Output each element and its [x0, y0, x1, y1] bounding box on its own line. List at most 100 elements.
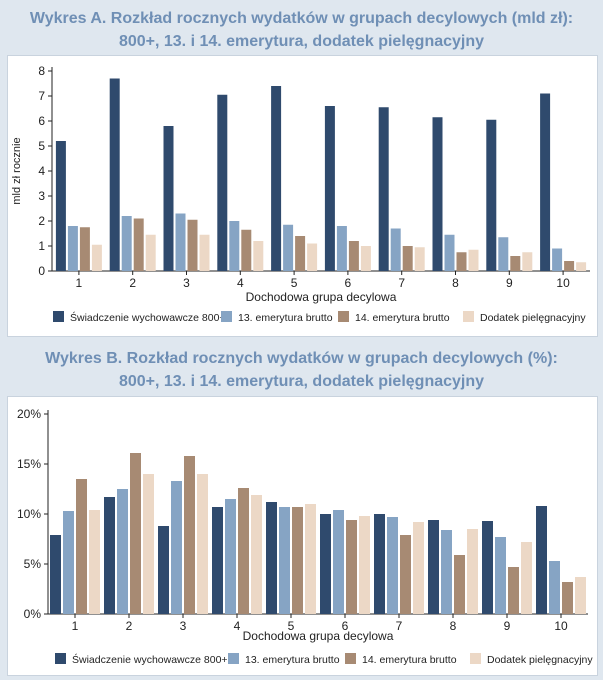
- bar-1-group-10: [540, 93, 551, 271]
- bar-2-group-7: [390, 228, 401, 271]
- bar-4-group-8: [467, 529, 478, 614]
- bar-3-group-5: [292, 507, 303, 614]
- y-tick-label: 10%: [17, 507, 41, 521]
- x-tick-label: 6: [345, 276, 352, 290]
- x-tick-label: 1: [76, 276, 83, 290]
- chart-b-title-line2: 800+, 13. i 14. emerytura, dodatek pielę…: [118, 373, 485, 390]
- bar-3-group-10: [564, 261, 575, 271]
- bar-4-group-10: [576, 262, 587, 271]
- bar-3-group-9: [508, 567, 519, 614]
- bar-1-group-6: [320, 514, 331, 614]
- bar-3-group-6: [348, 241, 359, 271]
- x-tick-label: 7: [396, 619, 403, 633]
- bar-4-group-3: [199, 234, 210, 271]
- bar-3-group-9: [510, 256, 521, 271]
- bar-4-group-2: [145, 234, 156, 271]
- x-tick-label: 9: [506, 276, 513, 290]
- y-tick-label: 6: [38, 114, 45, 128]
- legend-swatch-4: [463, 311, 474, 322]
- legend-swatch-1: [55, 653, 66, 664]
- bar-3-group-1: [76, 479, 87, 614]
- bar-3-group-1: [79, 227, 90, 271]
- bar-1-group-3: [158, 526, 169, 614]
- chart-b-title-line1: Wykres B. Rozkład rocznych wydatków w gr…: [45, 350, 558, 367]
- bar-2-group-2: [117, 489, 128, 614]
- bar-1-group-7: [374, 514, 385, 614]
- bar-4-group-9: [522, 252, 533, 271]
- bar-4-group-2: [143, 474, 154, 614]
- chart-a-title-line1: Wykres A. Rozkład rocznych wydatków w gr…: [29, 10, 574, 27]
- bar-1-group-5: [271, 86, 282, 271]
- bar-3-group-5: [295, 236, 306, 271]
- bar-3-group-8: [456, 252, 467, 271]
- bar-4-group-7: [413, 522, 424, 614]
- bar-1-group-1: [50, 535, 61, 614]
- bar-3-group-7: [400, 535, 411, 614]
- bar-1-group-4: [217, 94, 228, 271]
- legend-swatch-2: [228, 653, 239, 664]
- bar-1-group-2: [109, 78, 120, 271]
- y-tick-label: 3: [38, 189, 45, 203]
- bar-3-group-3: [184, 456, 195, 614]
- y-tick-label: 7: [38, 89, 45, 103]
- chart-a: 0 1 2 3 4 5 6 7 8 mld zł rocznie 1 2 3 4 5 6 7 8 9 10 Dochod…: [11, 64, 590, 324]
- x-tick-label: 2: [129, 276, 136, 290]
- bar-1-group-6: [324, 106, 335, 271]
- bar-2-group-1: [63, 511, 74, 614]
- legend-swatch-4: [470, 653, 481, 664]
- legend-swatch-3: [338, 311, 349, 322]
- y-tick-label: 5%: [24, 557, 42, 571]
- bar-1-group-3: [163, 126, 174, 271]
- chart-b: 0% 5% 10% 15% 20% 1 2 3 4 5 6 7 8 9 10 Dochodowa grupa …: [17, 407, 593, 666]
- x-tick-label: 5: [291, 276, 298, 290]
- y-axis-title: mld zł rocznie: [11, 137, 23, 204]
- legend-swatch-1: [53, 311, 64, 322]
- legend-label-4: Dodatek pielęgnacyjny: [480, 312, 586, 324]
- legend-label-4: Dodatek pielęgnacyjny: [487, 654, 593, 666]
- chart-a-title-line2: 800+, 13. i 14. emerytura, dodatek pielę…: [118, 33, 485, 50]
- bar-3-group-10: [562, 582, 573, 614]
- bar-2-group-8: [441, 530, 452, 614]
- bar-1-group-10: [536, 506, 547, 614]
- bar-4-group-5: [305, 504, 316, 614]
- x-tick-label: 4: [234, 619, 241, 633]
- bar-2-group-5: [279, 507, 290, 614]
- x-tick-label: 10: [556, 276, 570, 290]
- x-tick-label: 10: [554, 619, 568, 633]
- legend-label-3: 14. emerytura brutto: [362, 654, 457, 666]
- bar-2-group-10: [549, 561, 560, 614]
- x-tick-label: 1: [72, 619, 79, 633]
- bar-2-group-9: [498, 237, 509, 271]
- x-tick-label: 2: [126, 619, 133, 633]
- bar-1-group-2: [104, 497, 115, 614]
- bar-4-group-3: [197, 474, 208, 614]
- bar-4-group-1: [89, 510, 100, 614]
- bar-2-group-4: [225, 499, 236, 614]
- x-tick-label: 4: [237, 276, 244, 290]
- y-tick-label: 20%: [17, 407, 41, 421]
- bar-2-group-8: [444, 234, 455, 271]
- bar-2-group-9: [495, 537, 506, 614]
- bar-2-group-1: [67, 226, 78, 271]
- y-tick-label: 0%: [24, 607, 42, 621]
- bar-4-group-1: [91, 244, 102, 271]
- bar-4-group-6: [360, 246, 371, 271]
- legend-swatch-3: [345, 653, 356, 664]
- y-tick-label: 15%: [17, 457, 41, 471]
- y-tick-label: 0: [38, 264, 45, 278]
- bar-2-group-6: [333, 510, 344, 614]
- bar-3-group-2: [133, 218, 144, 271]
- x-tick-label: 6: [342, 619, 349, 633]
- y-tick-label: 1: [38, 239, 45, 253]
- y-tick-label: 8: [38, 64, 45, 78]
- bar-2-group-10: [552, 248, 563, 271]
- bar-3-group-2: [130, 453, 141, 614]
- bar-2-group-6: [336, 226, 347, 271]
- bar-2-group-3: [175, 213, 186, 271]
- bar-1-group-4: [212, 507, 223, 614]
- bar-2-group-5: [283, 224, 294, 271]
- bar-3-group-4: [238, 488, 249, 614]
- bar-1-group-8: [428, 520, 439, 614]
- x-tick-label: 7: [398, 276, 405, 290]
- bar-3-group-6: [346, 520, 357, 614]
